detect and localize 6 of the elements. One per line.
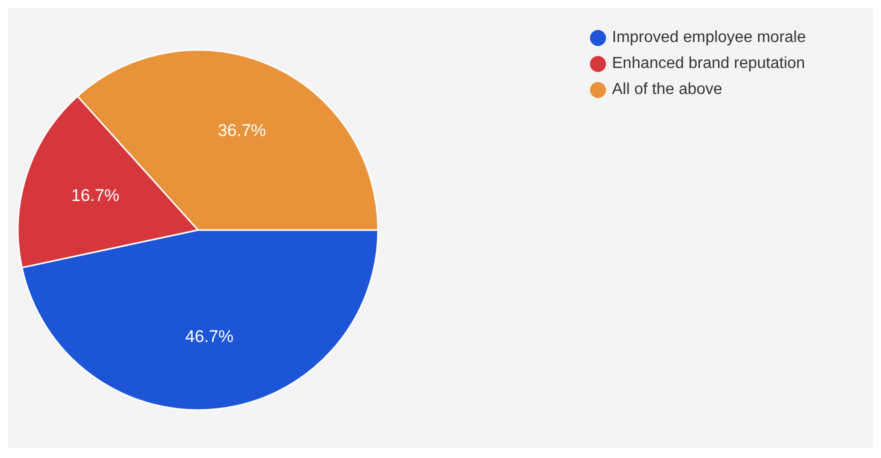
legend-label: Improved employee morale	[612, 29, 806, 46]
data-label: 36.7%	[218, 120, 266, 140]
data-label: 16.7%	[71, 186, 120, 206]
data-label: 46.7%	[185, 326, 234, 346]
legend-label: Enhanced brand reputation	[612, 55, 806, 72]
legend-label: All of the above	[612, 81, 722, 98]
